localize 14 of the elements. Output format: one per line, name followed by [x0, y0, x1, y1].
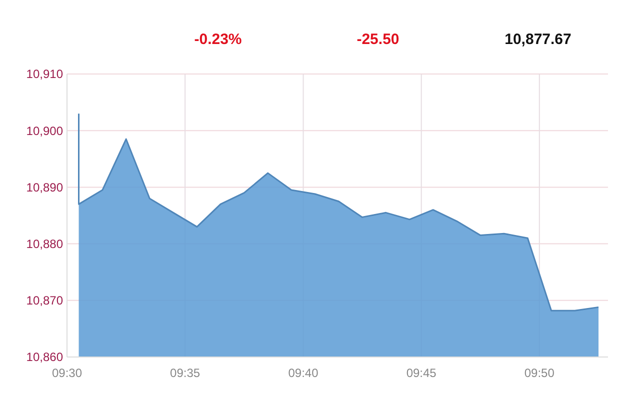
- x-tick-label: 09:40: [288, 366, 319, 380]
- y-tick-label: 10,880: [26, 237, 64, 251]
- x-tick-label: 09:50: [524, 366, 555, 380]
- x-tick-label: 09:30: [52, 366, 82, 380]
- y-tick-label: 10,910: [26, 67, 64, 82]
- x-tick-label: 09:35: [170, 366, 200, 380]
- text: -25.50: [356, 31, 400, 48]
- y-tick-label: 10,870: [26, 294, 64, 308]
- y-tick-label: 10,890: [26, 180, 64, 194]
- x-tick-label: 09:45: [406, 366, 437, 380]
- text: -0.23%: [194, 31, 242, 48]
- text: 10,877.67: [504, 31, 572, 48]
- y-tick-label: 10,860: [26, 350, 64, 364]
- y-tick-label: 10,900: [26, 124, 64, 138]
